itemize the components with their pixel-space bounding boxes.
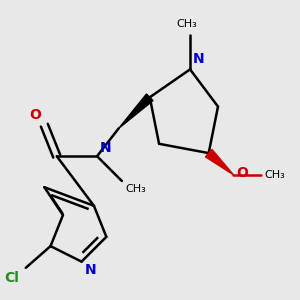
Text: N: N xyxy=(85,263,96,277)
Text: Cl: Cl xyxy=(5,271,20,285)
Polygon shape xyxy=(206,149,233,175)
Text: O: O xyxy=(29,108,41,122)
Polygon shape xyxy=(119,94,153,128)
Text: CH₃: CH₃ xyxy=(125,184,146,194)
Text: O: O xyxy=(237,166,248,180)
Text: N: N xyxy=(100,141,112,155)
Text: CH₃: CH₃ xyxy=(177,19,197,29)
Text: N: N xyxy=(193,52,205,66)
Text: CH₃: CH₃ xyxy=(265,170,285,180)
